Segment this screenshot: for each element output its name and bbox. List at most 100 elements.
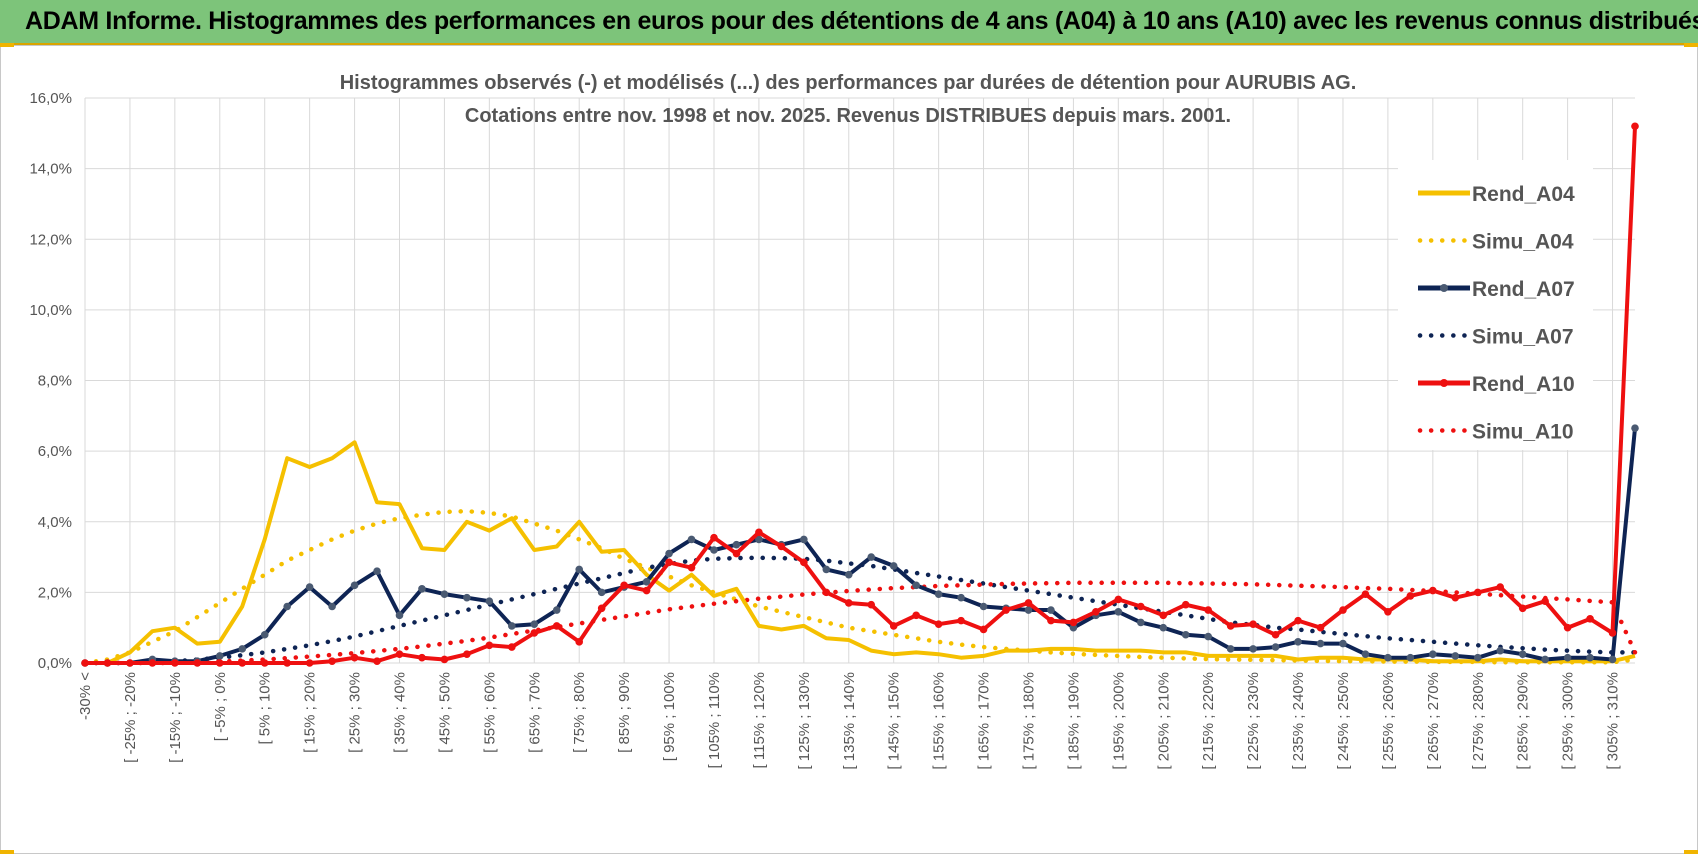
data-point	[777, 542, 786, 551]
data-point	[732, 549, 741, 558]
data-point	[979, 602, 988, 611]
data-point	[1541, 597, 1549, 606]
data-point	[889, 562, 898, 570]
data-point	[1047, 616, 1055, 625]
series-line-rend_a10	[85, 126, 1637, 665]
x-tick-label: [ 275% ; 280%	[1470, 672, 1487, 770]
data-point	[844, 570, 853, 579]
legend-label: Rend_A07	[1472, 278, 1575, 301]
corner-marker	[1684, 43, 1698, 47]
data-point	[193, 659, 202, 667]
data-point	[1069, 618, 1078, 627]
data-point	[260, 630, 269, 639]
data-point	[1339, 606, 1347, 614]
data-point	[81, 659, 89, 667]
data-point	[1361, 650, 1370, 658]
data-point	[1406, 653, 1415, 662]
x-tick-label: [ 185% ; 190%	[1065, 672, 1082, 770]
x-tick-label: [ 75% ; 80%	[571, 672, 588, 753]
x-tick-label: [ 105% ; 110%	[706, 672, 723, 768]
x-tick-label: [ 5% ; 10%	[257, 672, 274, 745]
x-tick-label: [ 225% ; 230%	[1245, 672, 1262, 770]
data-point	[1226, 622, 1235, 630]
legend-marker	[1440, 379, 1448, 387]
data-point	[867, 553, 876, 561]
x-tick-label: [ 65% ; 70%	[526, 672, 543, 753]
data-point	[912, 611, 920, 620]
x-tick-label: [ 95% ; 100%	[661, 672, 678, 761]
data-point	[260, 659, 269, 667]
data-point	[440, 655, 449, 664]
data-point	[1339, 639, 1347, 648]
data-point	[1586, 653, 1594, 662]
data-point	[485, 641, 494, 650]
x-tick-label: [ 15% ; 20%	[302, 672, 319, 753]
data-point	[215, 652, 224, 660]
data-point	[1518, 650, 1527, 658]
x-tick-label: [ 135% ; 140%	[841, 672, 858, 770]
y-tick-label: 10,0%	[29, 302, 72, 319]
data-point	[1361, 590, 1370, 598]
data-point	[620, 581, 628, 590]
x-tick-label: [ 115% ; 120%	[751, 672, 768, 768]
data-point	[238, 645, 247, 653]
data-point	[440, 590, 449, 598]
data-point	[755, 535, 763, 544]
data-point	[1518, 604, 1527, 613]
legend-label: Simu_A04	[1472, 231, 1574, 254]
data-point	[642, 577, 651, 586]
data-point	[283, 602, 291, 611]
data-point	[889, 622, 898, 630]
x-tick-label: [ 85% ; 90%	[616, 672, 633, 753]
data-point	[957, 616, 965, 625]
data-point	[1047, 606, 1055, 614]
data-point	[1429, 586, 1437, 595]
data-point	[912, 581, 920, 590]
x-tick-label: [ 265% ; 270%	[1425, 672, 1442, 770]
x-tick-label: [ -5% ; 0%	[212, 672, 229, 741]
data-point	[418, 585, 426, 593]
data-point	[552, 606, 561, 614]
data-point	[530, 620, 539, 628]
legend: Rend_A04 Simu_A04 Rend_A07 Simu_A07 Rend_A10…	[1398, 160, 1593, 450]
data-point	[800, 558, 808, 567]
data-point	[508, 643, 516, 651]
data-point	[1473, 653, 1482, 662]
x-tick-label: [ 215% ; 220%	[1200, 672, 1217, 770]
x-tick-label: [ 295% ; 300%	[1560, 672, 1577, 770]
x-tick-label: [ -25% ; -20%	[122, 672, 139, 763]
data-point	[1294, 616, 1302, 625]
corner-marker	[0, 43, 14, 47]
data-point	[1496, 583, 1505, 591]
data-point	[350, 581, 359, 590]
data-point	[530, 629, 539, 637]
data-point	[1181, 630, 1190, 639]
x-tick-label: [ 45% ; 50%	[436, 672, 453, 753]
y-tick-label: 0,0%	[38, 655, 72, 672]
data-point	[844, 599, 853, 607]
data-point	[642, 586, 651, 595]
data-point	[463, 593, 471, 602]
data-point	[126, 659, 134, 667]
legend-label: Simu_A07	[1472, 326, 1574, 349]
x-tick-label: [ 145% ; 150%	[886, 672, 903, 770]
data-point	[934, 590, 943, 598]
legend-box	[1398, 160, 1593, 450]
data-point	[305, 583, 314, 591]
data-point	[238, 659, 247, 667]
data-point	[1271, 643, 1280, 651]
y-tick-label: 16,0%	[29, 90, 72, 107]
y-tick-label: 4,0%	[38, 514, 72, 531]
x-tick-label: [ 125% ; 130%	[796, 672, 813, 770]
chart-subtitle: Cotations entre nov. 1998 et nov. 2025. …	[465, 105, 1231, 127]
data-point	[732, 540, 741, 549]
data-point	[1204, 632, 1212, 641]
data-point	[1451, 652, 1460, 660]
data-point	[328, 657, 336, 666]
x-axis-ticks: -30% < [ -25% ; -20% [ -15% ; -10% [ -5% ; …	[77, 672, 1622, 770]
data-point	[1271, 630, 1280, 639]
data-point	[822, 588, 831, 597]
legend-label: Simu_A10	[1472, 421, 1574, 444]
data-point	[418, 653, 426, 662]
data-point	[328, 602, 336, 611]
